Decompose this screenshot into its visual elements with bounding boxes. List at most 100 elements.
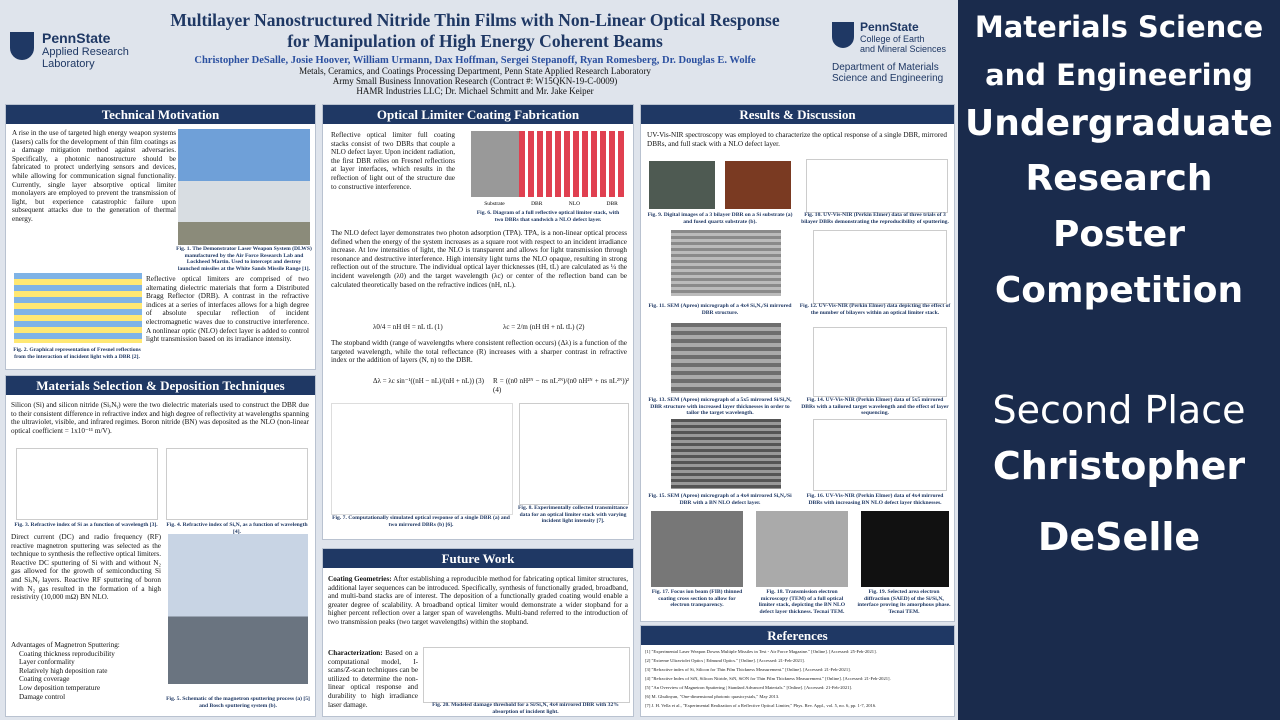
logo-text: PennState (42, 30, 111, 46)
panel-line: Poster (1053, 214, 1185, 255)
logo-text: Applied Research (42, 46, 129, 58)
reference: [5] "An Overview of Magnetron Sputtering… (645, 685, 853, 690)
label: DBR (531, 201, 543, 207)
header: Multilayer Nanostructured Nitride Thin F… (150, 10, 800, 96)
shield (10, 32, 34, 60)
affiliation: HAMR Industries LLC; Dr. Michael Schmitt… (356, 86, 594, 96)
advantages: Advantages of Magnetron Sputtering: Coat… (11, 641, 161, 713)
title: for Manipulation of High Energy Coherent… (287, 31, 663, 51)
winner: Christopher (992, 444, 1246, 488)
list-item: Relatively high deposition rate (19, 667, 161, 676)
section-title: References (641, 626, 954, 645)
paragraph: Reflective optical limiter full coating … (331, 131, 455, 191)
paragraph: A rise in the use of targeted high energ… (12, 129, 176, 223)
section-results: Results & Discussion UV-Vis-NIR spectros… (640, 104, 955, 622)
logo-text: PennState (860, 20, 919, 34)
list: Coating thickness reproducibility Layer … (11, 650, 161, 702)
fig-labels: Substrate DBR NLO DBR (471, 201, 631, 207)
authors: Christopher DeSalle, Josie Hoover, Willi… (194, 55, 756, 66)
logo-text: and Mineral Sciences (860, 44, 947, 54)
paragraph: UV-Vis-NIR spectroscopy was employed to … (647, 131, 947, 148)
image (519, 131, 627, 197)
winner: DeSelle (1037, 515, 1201, 559)
caption: Fig. 18. Transmission electron microscop… (758, 589, 846, 615)
image (178, 129, 310, 245)
image (168, 534, 308, 684)
plot (813, 230, 947, 304)
list-title: Advantages of Magnetron Sputtering: (11, 641, 120, 649)
label: DBR (606, 201, 618, 207)
label: NLO (568, 201, 581, 207)
paragraph: Silicon (Si) and silicon nitride (SiₓNᵧ)… (11, 401, 309, 435)
caption: Fig. 7. Computationally simulated optica… (332, 515, 510, 528)
department: Department of Materials (832, 62, 939, 73)
image (14, 273, 142, 343)
text: Based on a computational model, I-scans/… (328, 649, 418, 709)
caption: Fig. 20. Modeled damage threshold for a … (432, 702, 619, 715)
label: Substrate (484, 201, 505, 207)
caption: Fig. 15. SEM (Apreo) micrograph of a 4x4… (648, 493, 792, 506)
paragraph: Reflective optical limiters are comprise… (146, 275, 309, 344)
image (725, 161, 791, 209)
text: After establishing a reproducible method… (328, 575, 628, 626)
equation: R = ((n0 nH²ᴺ − ns nL²ᴺ)/(n0 nH²ᴺ + ns n… (493, 377, 629, 394)
logo-right: PennState College of Earth and Mineral S… (832, 20, 957, 84)
reference: [3] "Refractive index of Si, Silicon for… (645, 667, 851, 672)
paragraph: Coating Geometries: After establishing a… (328, 575, 628, 645)
reference-list: [1] "Experimental Laser Weapon Downs Mul… (645, 647, 950, 710)
caption: Fig. 2. Graphical representation of Fres… (13, 347, 141, 360)
section-title: Optical Limiter Coating Fabrication (323, 105, 633, 124)
shield (832, 22, 854, 48)
panel-line: Materials Science (974, 10, 1264, 44)
section-materials: Materials Selection & Deposition Techniq… (5, 375, 316, 717)
paragraph: The NLO defect layer demonstrates two ph… (331, 229, 627, 289)
plot (423, 647, 630, 703)
plot (166, 448, 308, 520)
list-item: Coating thickness reproducibility (19, 650, 161, 659)
lead: Coating Geometries: (328, 575, 392, 583)
equation: λ0/4 = nH tH = nL tL (1) (373, 323, 443, 331)
logo-text: College of Earth (860, 34, 925, 44)
image (471, 131, 519, 197)
section-fabrication: Optical Limiter Coating Fabrication Refl… (322, 104, 634, 540)
list-item: Low deposition temperature (19, 684, 161, 693)
list-item: Coating coverage (19, 675, 161, 684)
logo-left: PennState Applied Research Laboratory (10, 30, 150, 70)
list-item: Layer conformality (19, 658, 161, 667)
panel-line: Competition (994, 270, 1244, 311)
caption: Fig. 5. Schematic of the magnetron sputt… (166, 696, 310, 709)
caption: Fig. 4. Refractive index of SiₓNᵧ as a f… (166, 522, 308, 535)
plot (331, 403, 513, 515)
image (671, 323, 781, 393)
plot (16, 448, 158, 520)
panel-line: Undergraduate (965, 103, 1273, 144)
caption: Fig. 14. UV-Vis-NIR (Perkin Elmer) data … (801, 397, 949, 417)
panel-line: Research (1025, 158, 1213, 199)
reference: [7] J. H. Vella et al., "Experimental Re… (645, 703, 877, 708)
plot (813, 419, 947, 491)
image (671, 230, 781, 296)
caption: Fig. 16. UV-Vis-NIR (Perkin Elmer) data … (806, 493, 944, 506)
image (671, 419, 781, 489)
paragraph: The stopband width (range of wavelengths… (331, 339, 627, 365)
caption: Fig. 1. The Demonstrator Laser Weapon Sy… (176, 246, 312, 272)
plot (813, 327, 947, 397)
plot (806, 159, 948, 213)
section-references: References [1] "Experimental Laser Weapo… (640, 625, 955, 717)
paragraph: Direct current (DC) and radio frequency … (11, 533, 161, 602)
caption: Fig. 3. Refractive index of Si as a func… (14, 522, 158, 528)
image (651, 511, 743, 587)
caption: Fig. 17. Focus ion beam (FIB) thinned co… (651, 589, 743, 609)
section-title: Results & Discussion (641, 105, 954, 124)
paragraph: Characterization: Based on a computation… (328, 649, 418, 713)
caption: Fig. 8. Experimentally collected transmi… (518, 505, 628, 525)
section-technical-motivation: Technical Motivation A rise in the use o… (5, 104, 316, 370)
logo-text: Laboratory (42, 58, 95, 70)
section-title: Future Work (323, 549, 633, 568)
award-panel: Materials Science and Engineering Underg… (958, 0, 1280, 720)
reference: [4] "Refractive Index of SiN, Silicon Ni… (645, 676, 891, 681)
image (649, 161, 715, 209)
caption: Fig. 13. SEM (Apreo) micrograph of a 5x5… (648, 397, 792, 417)
affiliation: Army Small Business Innovation Research … (332, 76, 618, 86)
